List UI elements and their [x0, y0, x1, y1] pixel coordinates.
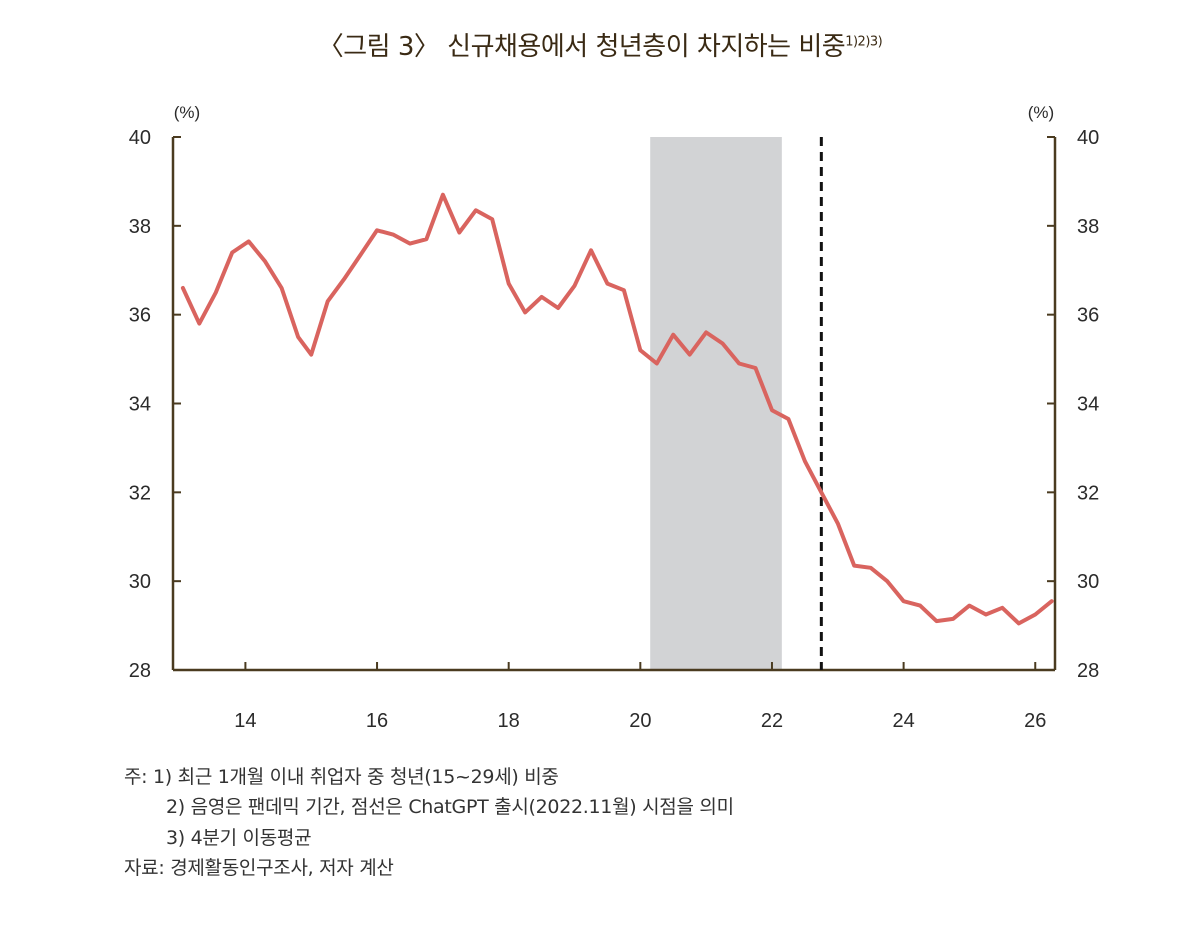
x-tick-label: 18 [498, 710, 520, 732]
chart-title-footnote-marks: 1)2)3) [845, 34, 883, 50]
source-line: 자료: 경제활동인구조사, 저자 계산 [124, 857, 394, 880]
data-point [391, 233, 396, 237]
left-tick-label: 36 [129, 305, 151, 327]
right-unit-label: (%) [1028, 103, 1054, 122]
data-point [247, 239, 251, 243]
data-point [902, 599, 906, 603]
left-tick-label: 28 [129, 660, 151, 682]
data-point [309, 353, 313, 357]
right-tick-label: 36 [1077, 305, 1099, 327]
data-point [424, 237, 429, 241]
chart-title: 〈그림 3〉 신규채용에서 청년층이 차지하는 비중1)2)3) [0, 26, 1200, 63]
right-tick-label: 30 [1077, 571, 1099, 593]
left-tick-label: 34 [129, 394, 151, 416]
data-point [1000, 606, 1004, 610]
data-point [753, 366, 758, 370]
data-point [869, 566, 873, 570]
left-tick-label: 40 [129, 127, 151, 149]
data-point [786, 417, 791, 421]
x-tick-label: 24 [892, 710, 914, 732]
data-point [358, 253, 363, 257]
data-point [556, 306, 560, 310]
left-tick-label: 30 [129, 571, 151, 593]
data-point [474, 208, 478, 212]
data-point [523, 310, 527, 315]
data-point [770, 408, 774, 412]
x-tick-label: 20 [629, 710, 651, 732]
right-tick-label: 38 [1077, 216, 1099, 238]
pandemic-shade [650, 137, 782, 670]
data-point [342, 277, 346, 281]
data-point [572, 284, 577, 288]
data-point [197, 321, 201, 326]
data-point [984, 612, 988, 617]
data-point [836, 521, 840, 526]
left-tick-label: 38 [129, 216, 151, 238]
note-line-1: 주: 1) 최근 1개월 이내 취업자 중 청년(15~29세) 비중 [124, 766, 559, 788]
right-tick-label: 28 [1077, 660, 1099, 682]
data-point [490, 217, 494, 221]
data-point [1050, 599, 1054, 603]
data-point [280, 286, 284, 290]
data-point [721, 341, 725, 346]
data-point [375, 228, 379, 232]
data-point [655, 361, 659, 366]
data-point [967, 603, 972, 608]
data-point [852, 564, 856, 568]
data-point [441, 193, 445, 197]
data-point [737, 361, 741, 366]
data-point [688, 353, 692, 357]
data-point [885, 579, 889, 583]
data-point [671, 333, 675, 337]
right-tick-label: 32 [1077, 482, 1099, 504]
data-point [1017, 621, 1021, 625]
data-point [230, 250, 234, 255]
data-point [326, 299, 330, 303]
left-unit-label: (%) [174, 103, 200, 122]
data-point [539, 295, 544, 299]
note-line-2: 2) 음영은 팬데믹 기간, 점선은 ChatGPT 출시(2022.11월) … [166, 796, 734, 819]
data-point [457, 230, 461, 235]
chart-notes: 주: 1) 최근 1개월 이내 취업자 중 청년(15~29세) 비중 2) 음… [124, 762, 734, 884]
data-point [296, 335, 300, 339]
x-tick-label: 22 [761, 710, 783, 732]
x-tick-label: 26 [1024, 710, 1046, 732]
right-tick-label: 34 [1077, 394, 1099, 416]
chart-title-text: 〈그림 3〉 신규채용에서 청년층이 차지하는 비중 [317, 32, 846, 62]
data-point [622, 288, 626, 292]
note-line-3: 3) 4분기 이동평균 [166, 826, 312, 849]
data-point [951, 617, 955, 621]
right-tick-label: 40 [1077, 127, 1099, 149]
data-point [181, 286, 185, 290]
data-point [263, 259, 267, 263]
data-point [507, 281, 511, 286]
x-tick-label: 14 [234, 710, 256, 732]
x-tick-label: 16 [366, 710, 388, 732]
data-point [704, 330, 708, 335]
data-point [918, 603, 922, 608]
data-point [638, 348, 642, 352]
data-point [934, 619, 939, 623]
series-line [180, 192, 1054, 626]
data-point [819, 490, 823, 494]
data-point [605, 281, 610, 286]
data-point [803, 459, 807, 463]
data-point [1033, 612, 1037, 617]
data-point [214, 290, 218, 295]
data-point [589, 248, 593, 252]
data-point [408, 242, 412, 246]
left-tick-label: 32 [129, 482, 151, 504]
